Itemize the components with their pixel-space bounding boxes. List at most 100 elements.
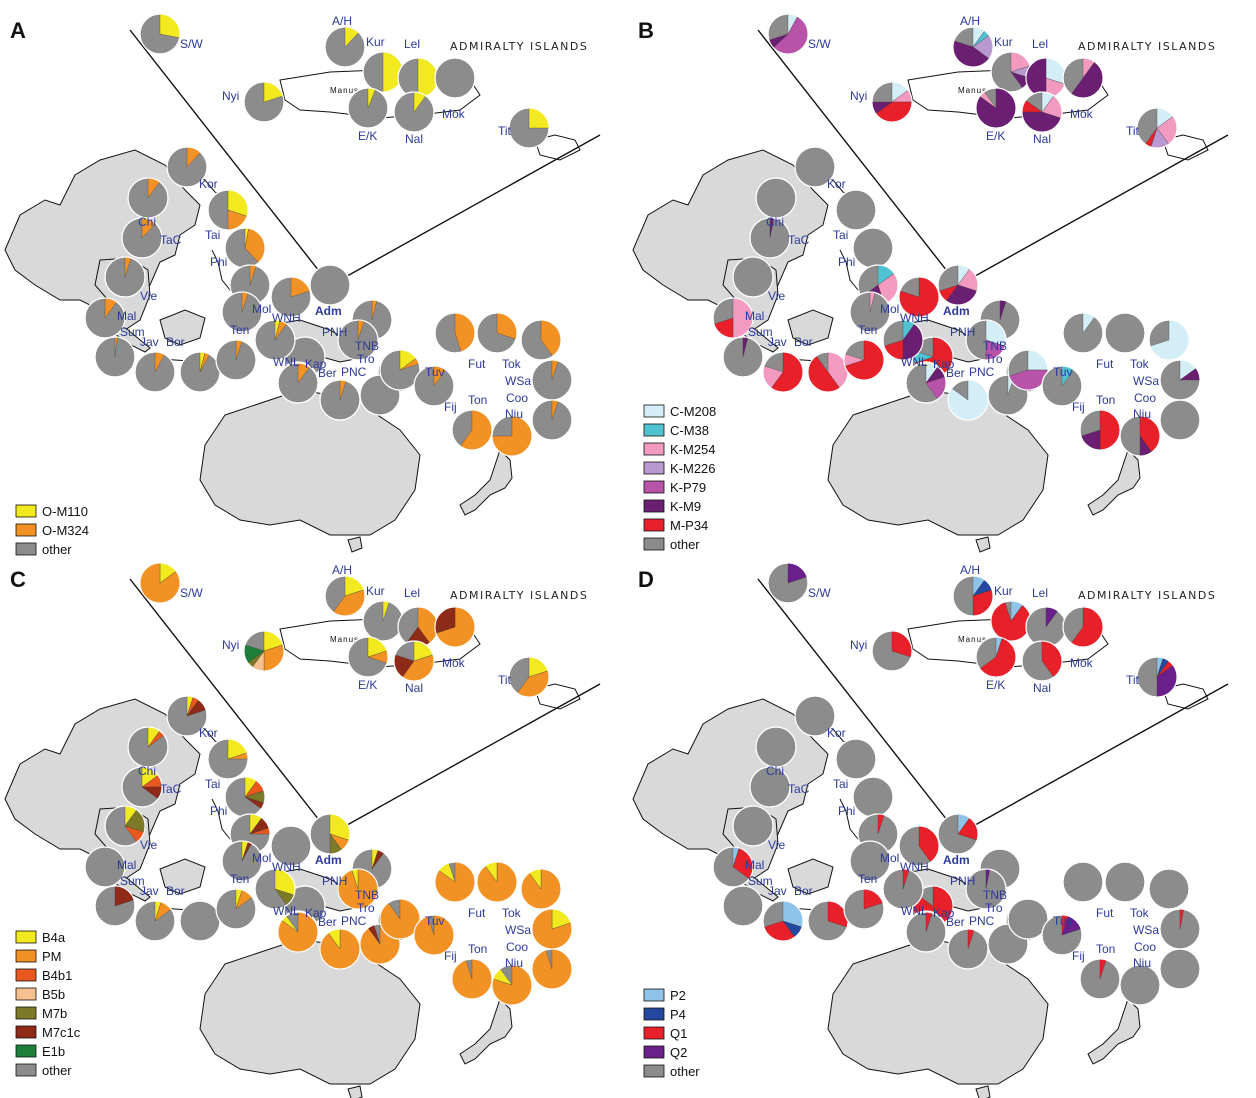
place-label-mal: Mal <box>745 858 764 872</box>
pie-rim <box>434 606 476 648</box>
pie-c22 <box>905 911 947 953</box>
pie-c27 <box>476 312 518 354</box>
panel-letter-C: C <box>10 567 26 592</box>
place-label-ber: Ber <box>318 366 337 380</box>
pie-rim <box>451 958 493 1000</box>
place-label-tok: Tok <box>1130 906 1150 920</box>
place-label-coo: Coo <box>506 391 528 405</box>
pie-c32 <box>491 415 533 457</box>
pie-slice-m-p34 <box>1099 409 1121 451</box>
pie-rim <box>755 726 797 768</box>
borneo <box>787 858 834 895</box>
pie-rim <box>254 319 296 361</box>
place-label-nyi: Nyi <box>850 89 867 103</box>
pie-rim <box>104 256 146 298</box>
pie-c13 <box>722 336 764 378</box>
pie-c33 <box>1159 399 1201 441</box>
place-label-e-k: E/K <box>986 129 1005 143</box>
place-label-s-w: S/W <box>808 37 831 51</box>
pie-c26 <box>1062 861 1104 903</box>
place-label-tuv: Tuv <box>1053 914 1073 928</box>
pie-rim <box>749 766 791 808</box>
place-label-pnh: PNH <box>322 325 347 339</box>
pie-rim <box>767 562 809 604</box>
pie-rim <box>905 362 947 404</box>
pie-rim <box>277 911 319 953</box>
pie-c26 <box>434 312 476 354</box>
tit-island <box>1162 134 1209 161</box>
pie-nal <box>1021 640 1063 682</box>
place-label-mol: Mol <box>252 302 271 316</box>
place-label-wnh: WNH <box>272 860 301 874</box>
place-label-nyi: Nyi <box>222 638 239 652</box>
pie-rim <box>476 312 518 354</box>
pie-rim <box>1007 349 1049 391</box>
pie-c26 <box>434 861 476 903</box>
pie-c6 <box>732 256 774 298</box>
place-label-fut: Fut <box>468 906 486 920</box>
pie-c29 <box>1159 359 1201 401</box>
pie-rim <box>1041 365 1083 407</box>
legend-label-k-m9: K-M9 <box>670 499 701 514</box>
pie-rim <box>127 177 169 219</box>
legend-label-e1b: E1b <box>42 1044 65 1059</box>
place-label-lel: Lel <box>1032 586 1048 600</box>
legend-label-b4a: B4a <box>42 930 66 945</box>
place-label-mok: Mok <box>442 107 466 121</box>
pie-rim <box>270 276 312 318</box>
place-label-tac: TaC <box>788 233 810 247</box>
legend-swatch-other <box>15 1063 37 1077</box>
pie-c31 <box>1079 409 1121 451</box>
place-label-tuv: Tuv <box>1053 365 1073 379</box>
pie-rim <box>1021 640 1063 682</box>
legend-D: P2 P4 Q1 Q2 other <box>643 988 700 1079</box>
legend-swatch-b4a <box>15 930 37 944</box>
legend-swatch-other <box>643 537 665 551</box>
pie-c8 <box>270 825 312 867</box>
pie-rim <box>491 964 533 1006</box>
legend-swatch-q1 <box>643 1026 665 1040</box>
inset-pointer-line-left <box>757 578 959 835</box>
place-label-wnh: WNH <box>272 311 301 325</box>
legend-swatch-b5b <box>15 987 37 1001</box>
place-label-tok: Tok <box>1130 357 1150 371</box>
tasmania <box>975 536 991 553</box>
new-zealand <box>459 449 513 516</box>
pie-c16 <box>134 900 176 942</box>
new-zealand <box>459 998 513 1065</box>
pie-c1 <box>794 146 836 188</box>
pie-nyi <box>243 630 285 672</box>
pie-c6 <box>104 805 146 847</box>
pie-c10 <box>712 297 754 339</box>
pie-rim <box>871 630 913 672</box>
pie-c28 <box>520 319 562 361</box>
pie-c8 <box>270 276 312 318</box>
pie-c2 <box>127 177 169 219</box>
pie-tit <box>1136 107 1178 149</box>
pie-rim <box>337 868 379 910</box>
place-label-tac: TaC <box>788 782 810 796</box>
place-label-e-k: E/K <box>986 678 1005 692</box>
pie-rim <box>1007 898 1049 940</box>
place-label-niu: Niu <box>505 407 523 421</box>
pie-nyi <box>243 81 285 123</box>
place-label-adm: Adm <box>943 304 970 318</box>
place-label-ten: Ten <box>230 872 249 886</box>
place-label-bor: Bor <box>794 884 813 898</box>
pie-rim <box>215 888 257 930</box>
pie-rim <box>1079 958 1121 1000</box>
panel-B: ADMIRALTY ISLANDS Manus B S/W A/H Kur Lel Nyi Mo… <box>632 13 1229 553</box>
place-label-nal: Nal <box>405 681 423 695</box>
place-label-wnl: WNL <box>273 355 300 369</box>
place-label-kur: Kur <box>366 35 385 49</box>
pie-rim <box>413 914 455 956</box>
pie-c22 <box>277 911 319 953</box>
place-label-tuv: Tuv <box>425 914 445 928</box>
place-label-wsa: WSa <box>1133 374 1159 388</box>
pie-c19 <box>254 319 296 361</box>
pie-rim <box>413 365 455 407</box>
place-label-ber: Ber <box>318 915 337 929</box>
place-label-kor: Kor <box>199 726 218 740</box>
place-label-ton: Ton <box>1096 393 1115 407</box>
place-label-kur: Kur <box>994 35 1013 49</box>
